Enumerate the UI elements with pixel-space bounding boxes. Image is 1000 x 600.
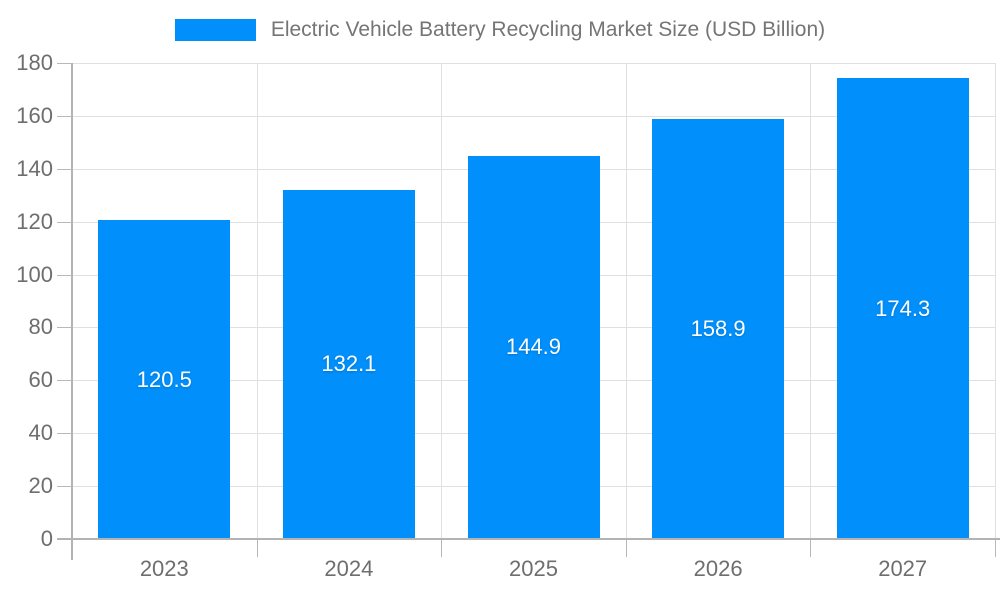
x-tick-label: 2023 xyxy=(139,556,189,581)
x-tick-label: 2026 xyxy=(693,556,743,581)
x-tick xyxy=(810,539,812,557)
y-tick xyxy=(57,221,72,223)
x-tick xyxy=(625,539,627,557)
x-tick-label: 2024 xyxy=(324,556,374,581)
y-tick-label: 180 xyxy=(16,50,53,75)
legend-label: Electric Vehicle Battery Recycling Marke… xyxy=(270,18,826,41)
gridline-v xyxy=(810,63,812,539)
y-tick xyxy=(57,274,72,276)
gridline-v xyxy=(256,63,258,539)
y-axis-line xyxy=(71,63,73,560)
gridline-h xyxy=(72,63,995,64)
y-tick-label: 120 xyxy=(16,208,53,234)
y-tick xyxy=(57,433,72,435)
bar xyxy=(467,155,600,539)
bar xyxy=(836,78,969,539)
y-tick xyxy=(57,380,72,382)
y-tick-label: 40 xyxy=(28,420,53,446)
bar xyxy=(282,189,415,539)
gridline-v xyxy=(995,63,996,539)
bar-value-label: 144.9 xyxy=(505,334,562,360)
y-tick-label: 80 xyxy=(28,314,53,340)
x-tick xyxy=(256,539,258,557)
x-tick xyxy=(995,539,996,557)
y-tick xyxy=(57,168,72,170)
y-tick xyxy=(57,115,72,117)
y-tick xyxy=(57,327,72,329)
gridline-v xyxy=(625,63,627,539)
x-tick-label: 2027 xyxy=(878,556,928,581)
bar-value-label: 132.1 xyxy=(321,351,377,377)
legend-swatch xyxy=(174,19,256,41)
y-tick-label: 60 xyxy=(28,367,53,393)
x-tick xyxy=(441,539,443,557)
gridline-v xyxy=(441,63,443,539)
x-tick-label: 2025 xyxy=(509,556,558,581)
bar-value-label: 120.5 xyxy=(136,366,192,392)
y-tick xyxy=(57,486,72,488)
gridline-h xyxy=(72,115,995,117)
bar xyxy=(652,118,785,539)
y-tick-label: 100 xyxy=(16,261,53,287)
y-tick-label: 20 xyxy=(28,473,53,499)
y-tick-label: 140 xyxy=(16,155,53,181)
x-axis-line xyxy=(57,538,1000,540)
bar-value-label: 158.9 xyxy=(690,315,746,341)
y-tick-label: 160 xyxy=(16,102,53,128)
bar xyxy=(98,220,231,539)
y-tick xyxy=(57,63,72,64)
bar-value-label: 174.3 xyxy=(875,295,931,321)
y-tick-label: 0 xyxy=(40,526,53,551)
legend[interactable]: Electric Vehicle Battery Recycling Marke… xyxy=(0,18,1000,42)
